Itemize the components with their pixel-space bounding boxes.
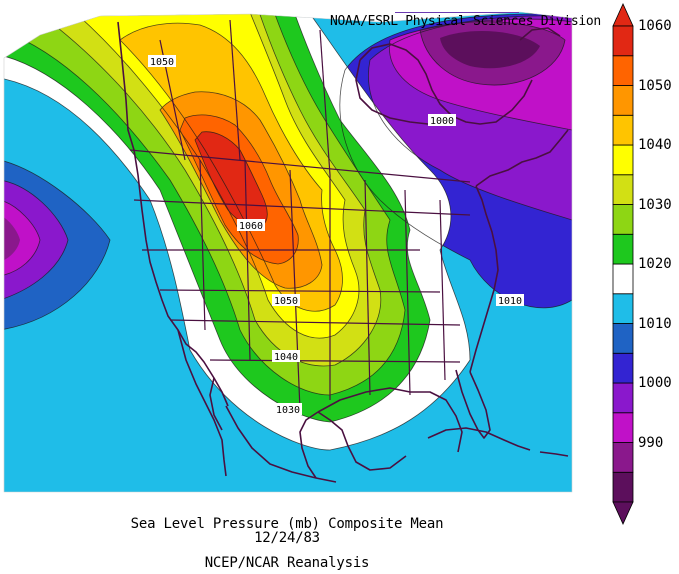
colorbar-swatch (612, 412, 634, 443)
svg-text:1050: 1050 (150, 57, 174, 68)
colorbar-swatch (612, 25, 634, 57)
credit-underline (395, 12, 519, 13)
contour-label: 1060 (237, 219, 265, 232)
credit-text: NOAA/ESRL Physical Sciences Division (330, 14, 601, 29)
colorbar-swatch (612, 471, 634, 503)
colorbar-swatch (612, 174, 634, 205)
colorbar-tick-label: 1060 (638, 18, 672, 34)
svg-text:1010: 1010 (498, 296, 522, 307)
colorbar-swatch (612, 85, 634, 116)
contour-label: 1030 (274, 403, 302, 416)
colorbar-swatch (612, 442, 634, 473)
contour-label: 1040 (272, 350, 300, 363)
contour-label: 1000 (428, 114, 456, 127)
colorbar-swatch (612, 144, 634, 176)
contour-label: 1050 (148, 55, 176, 68)
colorbar-tick-label: 1020 (638, 256, 672, 272)
svg-text:1030: 1030 (276, 405, 300, 416)
colorbar-swatch (612, 352, 634, 384)
coastlines (117, 21, 569, 483)
colorbar-swatch (612, 382, 634, 414)
colorbar-swatch (612, 114, 634, 146)
colorbar-swatch (612, 293, 634, 324)
svg-text:1000: 1000 (430, 116, 454, 127)
colorbar-tick-label: 990 (638, 434, 664, 451)
colorbar-swatch (612, 233, 634, 265)
colorbar-tick-label: 1010 (638, 315, 672, 332)
svg-text:1050: 1050 (274, 296, 298, 307)
colorbar-max-arrow (612, 3, 634, 27)
colorbar-swatch (612, 323, 634, 354)
svg-text:1060: 1060 (239, 221, 263, 232)
caption-date: 12/24/83 (254, 530, 320, 546)
caption-title: Sea Level Pressure (mb) Composite Mean (130, 516, 444, 532)
contour-label: 1010 (496, 294, 524, 307)
colorbar-swatch (612, 55, 634, 86)
colorbar (612, 3, 634, 525)
colorbar-swatch (612, 204, 634, 235)
colorbar-swatch (612, 263, 634, 295)
svg-text:1040: 1040 (274, 352, 298, 363)
colorbar-tick-label: 1040 (638, 137, 672, 153)
contour-label: 1050 (272, 294, 300, 307)
colorbar-tick-label: 1050 (638, 77, 672, 94)
state-borders (129, 19, 471, 411)
colorbar-min-arrow (612, 501, 634, 525)
contour-label-group: 1050 1060 1050 1040 1030 1000 1010 (148, 55, 524, 416)
caption-source: NCEP/NCAR Reanalysis (204, 555, 370, 571)
colorbar-tick-label: 1030 (638, 196, 672, 213)
colorbar-tick-label: 1000 (638, 375, 672, 391)
